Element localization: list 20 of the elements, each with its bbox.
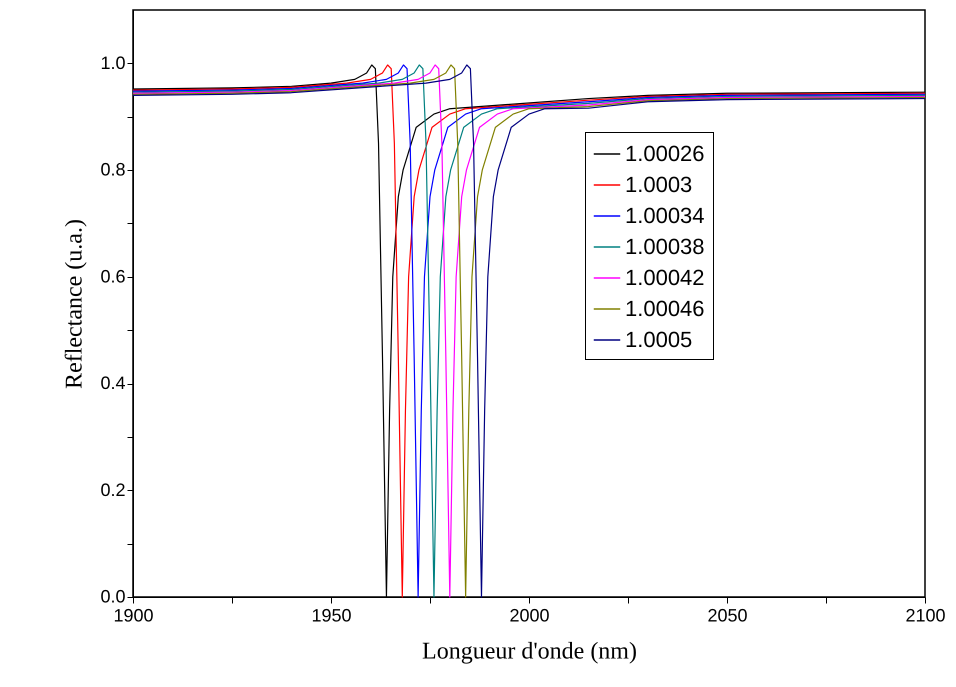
y-tick-label: 0.2 bbox=[100, 480, 126, 500]
y-tick-label: 0.0 bbox=[100, 586, 126, 606]
y-tick-label: 0.6 bbox=[100, 266, 126, 286]
legend-label: 1.0005 bbox=[625, 327, 692, 352]
legend-label: 1.00046 bbox=[625, 296, 705, 321]
y-tick-label: 0.8 bbox=[100, 160, 126, 180]
x-tick-label: 2100 bbox=[905, 606, 946, 626]
y-tick-label: 0.4 bbox=[100, 373, 126, 394]
legend-label: 1.0003 bbox=[625, 172, 692, 197]
legend-label: 1.00042 bbox=[625, 265, 705, 290]
y-axis-title: Reflectance (u.a.) bbox=[61, 219, 88, 389]
x-tick-label: 1900 bbox=[113, 606, 154, 626]
x-tick-label: 2000 bbox=[509, 606, 550, 626]
legend-label: 1.00026 bbox=[625, 141, 705, 166]
x-tick-label: 2050 bbox=[707, 606, 748, 626]
legend-label: 1.00038 bbox=[625, 234, 705, 259]
y-tick-label: 1.0 bbox=[100, 52, 126, 73]
x-axis-title: Longueur d'onde (nm) bbox=[422, 638, 637, 664]
x-tick-label: 1950 bbox=[311, 606, 352, 626]
legend-label: 1.00034 bbox=[625, 203, 705, 228]
